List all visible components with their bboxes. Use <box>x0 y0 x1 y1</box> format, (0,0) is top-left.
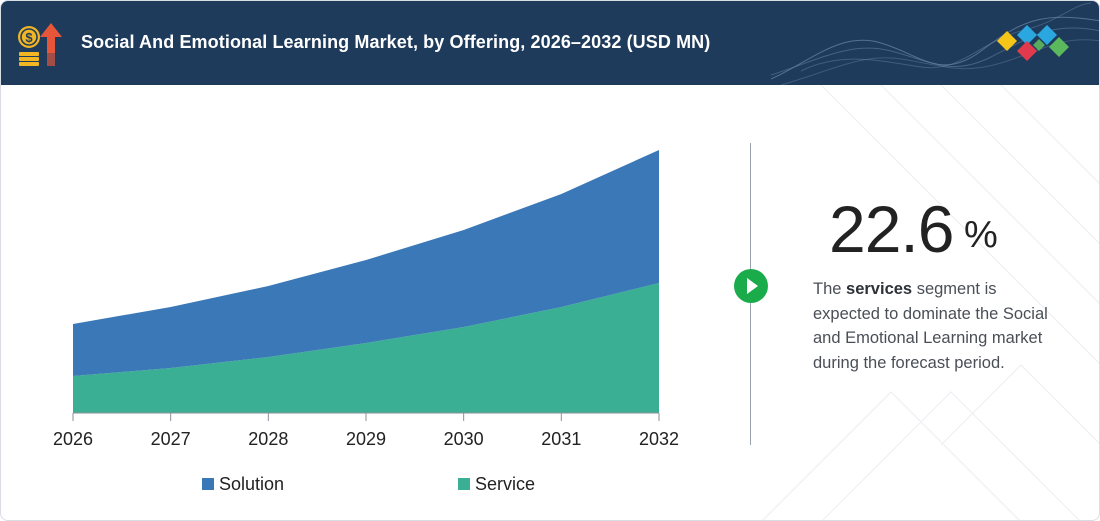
background-decoration <box>762 85 1099 520</box>
x-tick-label: 2032 <box>639 429 679 449</box>
legend-item-solution: Solution <box>202 474 284 494</box>
x-tick-label: 2027 <box>151 429 191 449</box>
decorative-waves <box>771 2 1099 85</box>
x-tick-label: 2030 <box>444 429 484 449</box>
brand-diamond-logo <box>997 25 1069 61</box>
area-chart: 2026 2027 2028 2029 2030 2031 2032 <box>53 150 679 449</box>
legend-item-service: Service <box>458 474 535 494</box>
stat-desc-bold: services <box>846 280 913 298</box>
stat-desc-suffix: segment is expected to dominate the Soci… <box>813 280 1048 372</box>
area-series-solution <box>73 150 659 376</box>
header-bar: $ Social And Emotional Learning Market, … <box>1 1 1099 85</box>
x-tick-label: 2029 <box>346 429 386 449</box>
x-tick-label: 2028 <box>248 429 288 449</box>
play-button[interactable] <box>734 269 768 303</box>
legend-label-service: Service <box>475 473 536 494</box>
legend-swatch-solution <box>202 478 214 490</box>
svg-text:$: $ <box>25 30 33 45</box>
stat-unit: % <box>964 214 998 256</box>
chart-title: Social And Emotional Learning Market, by… <box>81 32 711 52</box>
stat-desc-prefix: The <box>813 280 847 298</box>
play-icon <box>747 278 758 294</box>
area-series-service <box>73 283 659 413</box>
stat-description: The services segment is expected to domi… <box>813 277 1063 375</box>
money-growth-icon: $ <box>18 23 62 66</box>
legend-swatch-service <box>458 478 470 490</box>
legend-label-solution: Solution <box>219 473 285 494</box>
x-tick-label: 2026 <box>53 429 93 449</box>
x-tick-label: 2031 <box>541 429 581 449</box>
stat-value: 22.6 <box>829 192 954 266</box>
